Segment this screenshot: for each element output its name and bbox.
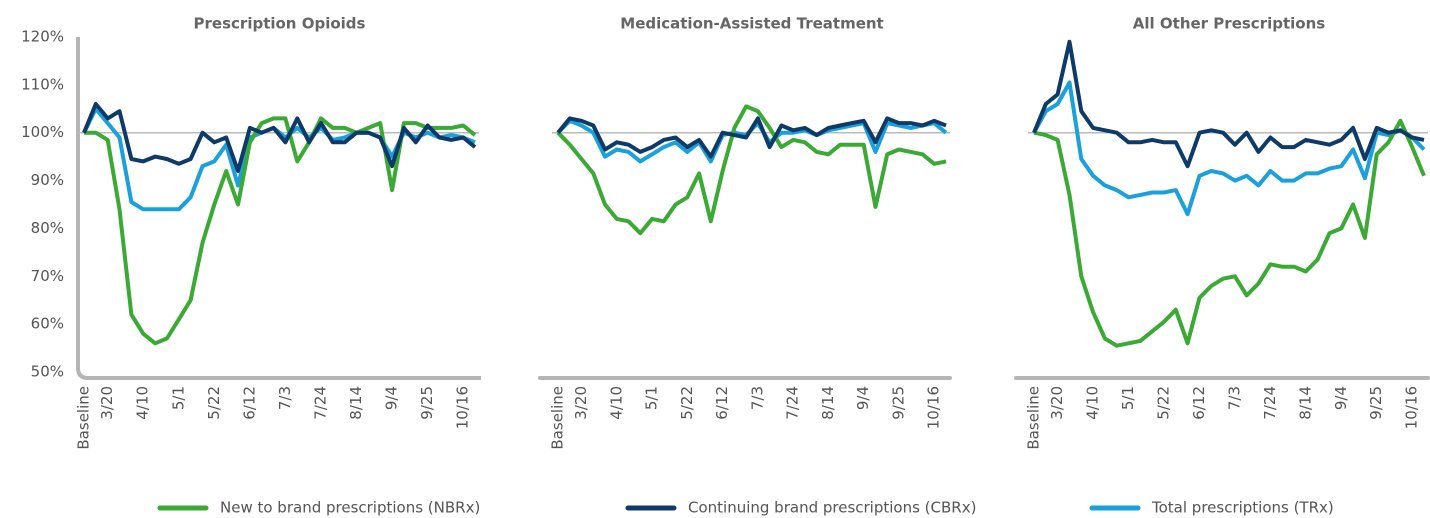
series-line xyxy=(1033,118,1426,348)
legend-label: New to brand prescriptions (NBRx) xyxy=(220,499,480,517)
x-tick-label: 10/16 xyxy=(454,386,472,429)
series-line xyxy=(82,102,477,173)
x-tick-label: 8/14 xyxy=(1296,386,1314,420)
x-tick-label: Baseline xyxy=(75,386,93,450)
x-tick-label: 6/12 xyxy=(240,386,258,420)
legend-label: Continuing brand prescriptions (CBRx) xyxy=(688,499,976,517)
panel-title: All Other Prescriptions xyxy=(1133,15,1325,33)
y-tick-label: 60% xyxy=(31,315,64,333)
x-tick-label: 7/24 xyxy=(1261,386,1279,420)
x-tick-label: 4/10 xyxy=(607,386,625,420)
panel-title: Medication-Assisted Treatment xyxy=(620,15,883,33)
x-tick-label: 9/25 xyxy=(889,386,907,420)
y-tick-label: 50% xyxy=(31,363,64,381)
y-tick-label: 90% xyxy=(31,171,64,189)
x-tick-label: 4/10 xyxy=(1084,386,1102,420)
series-line xyxy=(84,116,477,346)
x-tick-label: 7/24 xyxy=(311,386,329,420)
legend-label: Total prescriptions (TRx) xyxy=(1151,499,1334,517)
y-tick-label: 120% xyxy=(21,28,64,46)
series-line xyxy=(1032,80,1426,217)
panel-title: Prescription Opioids xyxy=(194,15,366,33)
x-tick-label: 10/16 xyxy=(1403,386,1421,429)
x-tick-label: 7/3 xyxy=(1225,386,1243,410)
x-tick-label: 5/1 xyxy=(643,386,661,410)
x-tick-label: 9/4 xyxy=(383,386,401,410)
x-tick-label: 8/14 xyxy=(347,386,365,420)
x-tick-label: 7/3 xyxy=(748,386,766,410)
y-tick-label: 80% xyxy=(31,219,64,237)
x-tick-label: 9/25 xyxy=(418,386,436,420)
x-tick-label: 6/12 xyxy=(713,386,731,420)
x-tick-label: Baseline xyxy=(1025,386,1043,450)
x-tick-label: 6/12 xyxy=(1190,386,1208,420)
x-tick-label: 7/24 xyxy=(784,386,802,420)
x-tick-label: 9/25 xyxy=(1367,386,1385,420)
x-tick-label: 4/10 xyxy=(134,386,152,420)
series-line xyxy=(1032,39,1425,169)
x-tick-label: 3/20 xyxy=(98,386,116,420)
x-tick-label: 8/14 xyxy=(819,386,837,420)
x-tick-label: 3/20 xyxy=(1048,386,1066,420)
x-tick-label: 5/1 xyxy=(1119,386,1137,410)
axis-line xyxy=(76,37,481,380)
x-tick-label: 7/3 xyxy=(276,386,294,410)
x-tick-label: 5/22 xyxy=(678,386,696,420)
x-tick-label: 5/1 xyxy=(169,386,187,410)
x-tick-label: Baseline xyxy=(549,386,567,450)
x-tick-label: 3/20 xyxy=(572,386,590,420)
x-tick-label: 5/22 xyxy=(205,386,223,420)
y-tick-label: 70% xyxy=(31,267,64,285)
y-tick-label: 100% xyxy=(21,123,64,141)
series-line xyxy=(556,116,947,159)
x-tick-label: 5/22 xyxy=(1155,386,1173,420)
series-line xyxy=(556,104,947,236)
y-tick-label: 110% xyxy=(21,75,64,93)
x-tick-label: 10/16 xyxy=(925,386,943,429)
x-tick-label: 9/4 xyxy=(854,386,872,410)
x-tick-label: 9/4 xyxy=(1332,386,1350,410)
